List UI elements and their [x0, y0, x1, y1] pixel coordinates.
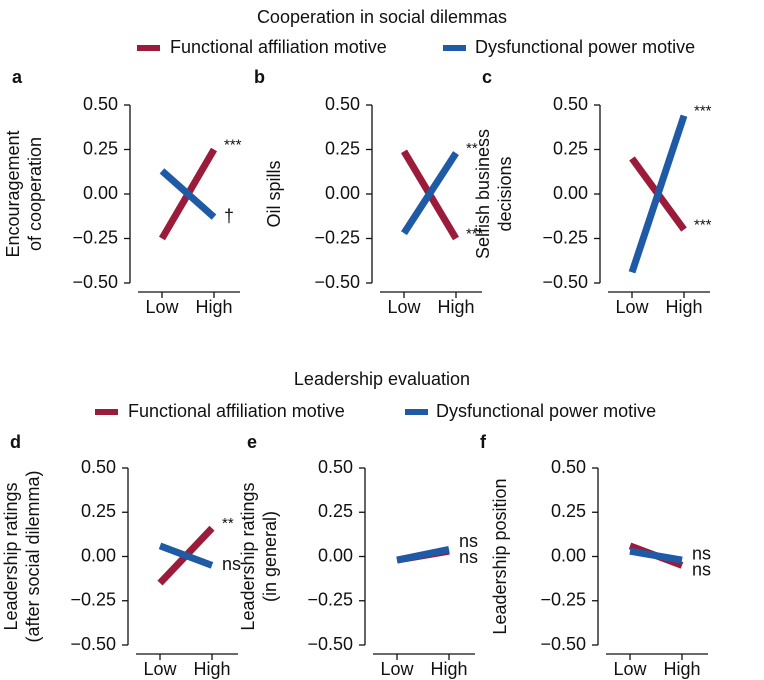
y-axis-label: Leadership ratings: [1, 482, 21, 630]
y-axis-label: of cooperation: [25, 137, 45, 251]
significance-label: ***: [694, 103, 712, 120]
y-axis-label: Encouragement: [3, 130, 23, 257]
section-title: Leadership evaluation: [294, 369, 470, 389]
y-tick-label: 0.00: [83, 183, 118, 203]
y-tick-label: 0.00: [325, 183, 360, 203]
significance-label: †: [224, 206, 234, 226]
significance-label: ***: [224, 136, 242, 153]
significance-label: ns: [692, 559, 711, 579]
series-line: [629, 547, 683, 564]
significance-label: **: [222, 515, 234, 532]
y-tick-label: −0.25: [540, 590, 586, 610]
y-tick-label: 0.00: [318, 545, 353, 565]
y-tick-label: −0.50: [70, 634, 116, 654]
x-tick-label: Low: [380, 659, 414, 679]
y-tick-label: −0.25: [314, 227, 360, 247]
y-axis-label: Leadership ratings: [238, 482, 258, 630]
y-tick-label: −0.50: [72, 272, 118, 292]
significance-label: ns: [459, 547, 478, 567]
x-tick-label: Low: [145, 297, 179, 317]
y-axis-label: decisions: [495, 156, 515, 231]
series-line: [628, 114, 688, 274]
y-axis-label: Selfish business: [473, 129, 493, 259]
x-tick-label: High: [430, 659, 467, 679]
panel-letter: d: [10, 432, 21, 452]
x-tick-label: High: [193, 659, 230, 679]
panel-letter: f: [480, 432, 487, 452]
legend-label: Functional affiliation motive: [128, 401, 345, 421]
y-tick-label: −0.50: [542, 272, 588, 292]
y-tick-label: 0.50: [318, 457, 353, 477]
x-tick-label: High: [437, 297, 474, 317]
y-tick-label: 0.25: [551, 501, 586, 521]
y-tick-label: 0.50: [551, 457, 586, 477]
significance-label: **: [466, 140, 478, 157]
x-tick-label: Low: [387, 297, 421, 317]
y-tick-label: −0.50: [540, 634, 586, 654]
y-tick-label: 0.25: [83, 138, 118, 158]
significance-label: ns: [222, 554, 241, 574]
x-tick-label: Low: [613, 659, 647, 679]
y-tick-label: 0.50: [325, 94, 360, 114]
y-tick-label: −0.25: [70, 590, 116, 610]
significance-label: ***: [466, 225, 484, 242]
x-tick-label: High: [665, 297, 702, 317]
series-line: [396, 545, 450, 564]
y-tick-label: −0.25: [72, 227, 118, 247]
panel-letter: a: [12, 67, 23, 87]
y-tick-label: 0.00: [553, 183, 588, 203]
significance-label: ns: [459, 531, 478, 551]
y-axis-label: (after social dilemma): [23, 470, 43, 642]
series-line: [159, 168, 217, 220]
x-tick-label: High: [663, 659, 700, 679]
y-tick-label: 0.25: [318, 501, 353, 521]
x-tick-label: Low: [143, 659, 177, 679]
series-line: [158, 542, 214, 569]
panel-letter: e: [247, 432, 257, 452]
y-tick-label: −0.25: [307, 590, 353, 610]
y-tick-label: −0.50: [307, 634, 353, 654]
panel-letter: b: [254, 67, 265, 87]
legend-label: Functional affiliation motive: [170, 37, 387, 57]
y-tick-label: −0.25: [542, 227, 588, 247]
x-tick-label: High: [195, 297, 232, 317]
legend-label: Dysfunctional power motive: [436, 401, 656, 421]
y-tick-label: 0.50: [83, 94, 118, 114]
x-tick-label: Low: [615, 297, 649, 317]
y-axis-label: (in general): [260, 511, 280, 602]
y-tick-label: 0.00: [81, 545, 116, 565]
y-tick-label: 0.50: [81, 457, 116, 477]
legend-label: Dysfunctional power motive: [475, 37, 695, 57]
y-tick-label: 0.00: [551, 545, 586, 565]
panel-letter: c: [482, 67, 492, 87]
series-line: [401, 151, 459, 236]
significance-label: ns: [692, 543, 711, 563]
y-axis-label: Oil spills: [264, 160, 284, 227]
significance-label: ***: [694, 217, 712, 234]
y-tick-label: 0.25: [81, 501, 116, 521]
section-title: Cooperation in social dilemmas: [257, 7, 507, 27]
y-tick-label: 0.25: [553, 138, 588, 158]
y-tick-label: 0.25: [325, 138, 360, 158]
y-tick-label: 0.50: [553, 94, 588, 114]
y-axis-label: Leadership position: [490, 478, 510, 634]
y-tick-label: −0.50: [314, 272, 360, 292]
